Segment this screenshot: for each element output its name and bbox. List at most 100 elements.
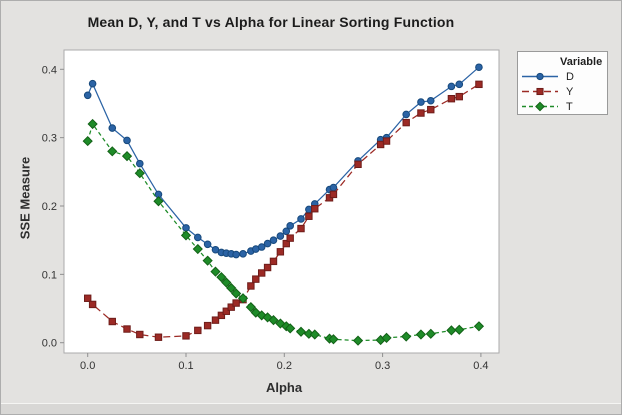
data-point-Y: [108, 317, 116, 326]
data-point-T: [328, 334, 339, 345]
data-point-Y: [455, 92, 463, 101]
data-point-D: [329, 183, 338, 192]
data-point-D: [426, 96, 435, 105]
data-point-T: [121, 150, 133, 162]
data-point-Y: [194, 326, 202, 335]
data-point-D: [447, 82, 456, 91]
legend-sample-D: [522, 72, 558, 81]
data-point-T: [107, 146, 118, 157]
data-point-D: [123, 136, 131, 145]
data-point-T: [216, 271, 227, 283]
data-point-Y: [203, 321, 212, 330]
data-point-T: [268, 315, 279, 326]
data-point-Y: [257, 269, 266, 277]
data-point-D: [257, 243, 266, 251]
data-point-T: [210, 266, 221, 277]
data-point-D: [193, 233, 202, 242]
data-point-Y: [247, 282, 255, 290]
data-point-T: [245, 302, 256, 313]
data-point-Y: [232, 299, 240, 307]
data-point-T: [295, 326, 307, 337]
data-point-T: [454, 324, 465, 335]
data-point-D: [263, 239, 272, 248]
series-T: [82, 118, 485, 346]
y-tick-label: 0.3: [42, 133, 57, 145]
data-point-Y: [211, 316, 220, 324]
data-point-T: [231, 288, 242, 299]
data-point-Y: [427, 105, 435, 114]
data-point-Y: [305, 212, 313, 220]
data-point-Y: [263, 263, 272, 272]
data-point-D: [108, 124, 117, 132]
data-point-Y: [227, 303, 235, 311]
data-point-Y: [297, 224, 305, 233]
data-point-Y: [136, 330, 144, 339]
data-point-Y: [182, 332, 190, 340]
data-point-T: [226, 282, 237, 294]
data-point-D: [83, 91, 92, 100]
data-point-D: [182, 224, 190, 232]
legend-sample-T: [522, 101, 558, 112]
data-point-T: [415, 329, 427, 340]
x-axis-label: Alpha: [265, 380, 303, 395]
data-point-T: [381, 332, 392, 344]
data-point-T: [221, 277, 232, 288]
data-point-D: [455, 80, 464, 89]
data-point-Y: [382, 137, 391, 145]
data-point-T: [473, 321, 485, 332]
legend-entry-T: T: [518, 99, 607, 114]
data-point-Y: [84, 294, 92, 302]
data-point-T: [82, 135, 93, 147]
data-point-T: [401, 331, 412, 342]
data-point-T: [425, 328, 436, 339]
x-tick-label: 0.3: [375, 360, 390, 372]
data-point-Y: [536, 87, 544, 96]
data-point-Y: [217, 311, 226, 320]
x-tick-label: 0.2: [277, 360, 292, 372]
data-point-Y: [88, 300, 97, 309]
data-point-T: [535, 101, 545, 112]
plot-frame: [63, 49, 500, 354]
data-point-Y: [475, 80, 483, 89]
data-point-D: [536, 72, 544, 81]
data-point-Y: [417, 109, 425, 117]
y-tick-label: 0.2: [42, 201, 57, 213]
data-point-Y: [447, 94, 456, 103]
legend-entry-D: D: [518, 69, 607, 84]
x-tick-label: 0.4: [473, 360, 488, 372]
data-point-Y: [286, 234, 294, 242]
data-point-Y: [329, 190, 338, 199]
window-bottom-edge: [1, 403, 621, 414]
legend-label-D: D: [566, 70, 574, 83]
data-point-Y: [269, 257, 278, 266]
data-point-T: [180, 230, 192, 241]
y-tick-label: 0.4: [42, 64, 57, 76]
data-point-T: [352, 335, 364, 346]
data-point-T: [303, 328, 314, 339]
data-point-D: [239, 250, 247, 258]
legend-entry-Y: Y: [518, 84, 607, 99]
data-point-Y: [402, 118, 410, 127]
data-point-D: [417, 98, 425, 106]
y-axis-label: SSE Measure: [17, 156, 33, 240]
data-point-D: [286, 222, 294, 230]
data-point-D: [276, 232, 285, 240]
legend-label-T: T: [566, 100, 573, 113]
data-point-T: [87, 118, 98, 130]
data-point-Y: [282, 239, 290, 248]
x-tick-label: 0.0: [80, 360, 95, 372]
legend-sample-Y: [522, 87, 558, 96]
data-point-T: [202, 255, 213, 266]
data-point-T: [309, 329, 320, 340]
data-point-D: [203, 240, 212, 249]
data-point-T: [237, 293, 249, 304]
y-tick-label: 0.0: [42, 338, 57, 350]
data-point-Y: [222, 307, 231, 315]
y-tick-label: 0.1: [42, 269, 57, 281]
data-point-T: [134, 168, 145, 179]
data-point-T: [285, 323, 296, 334]
data-point-D: [232, 250, 240, 259]
